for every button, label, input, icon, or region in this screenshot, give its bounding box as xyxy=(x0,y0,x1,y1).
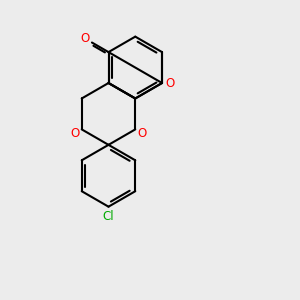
Text: O: O xyxy=(70,127,79,140)
Text: Cl: Cl xyxy=(103,211,114,224)
Text: O: O xyxy=(80,32,89,45)
Text: O: O xyxy=(166,76,175,89)
Text: O: O xyxy=(138,127,147,140)
